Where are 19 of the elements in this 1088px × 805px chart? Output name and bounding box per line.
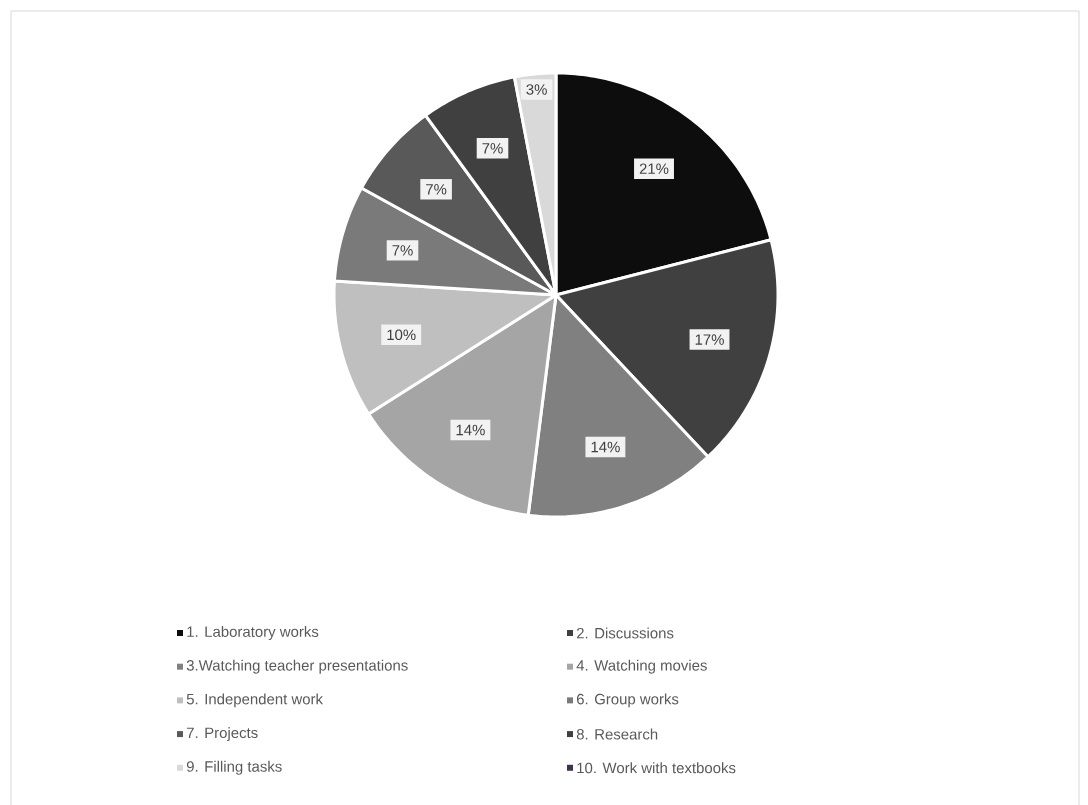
legend-label: 9. Filling tasks bbox=[186, 760, 282, 775]
legend-label: 5. Independent work bbox=[186, 693, 323, 708]
data-label: 7% bbox=[482, 142, 503, 154]
data-label: 3% bbox=[526, 83, 547, 95]
legend-label: 7. Projects bbox=[186, 726, 258, 741]
legend-label: 4. Watching movies bbox=[576, 659, 707, 674]
data-label: 17% bbox=[695, 334, 724, 345]
legend-label: 3.Watching teacher presentations bbox=[186, 659, 408, 674]
data-label: 7% bbox=[426, 183, 447, 195]
data-label: 14% bbox=[456, 424, 485, 435]
legend-label: 2. Discussions bbox=[576, 627, 674, 639]
data-label: 7% bbox=[392, 244, 413, 256]
legend-label: 10. Work with textbooks bbox=[577, 762, 736, 774]
data-label: 21% bbox=[639, 163, 669, 174]
legend-label: 1. Laboratory works bbox=[187, 625, 319, 640]
data-label: 14% bbox=[591, 441, 620, 452]
legend-label: 8. Research bbox=[576, 728, 658, 740]
legend-label: 6. Group works bbox=[576, 693, 679, 708]
data-label: 10% bbox=[387, 329, 416, 340]
